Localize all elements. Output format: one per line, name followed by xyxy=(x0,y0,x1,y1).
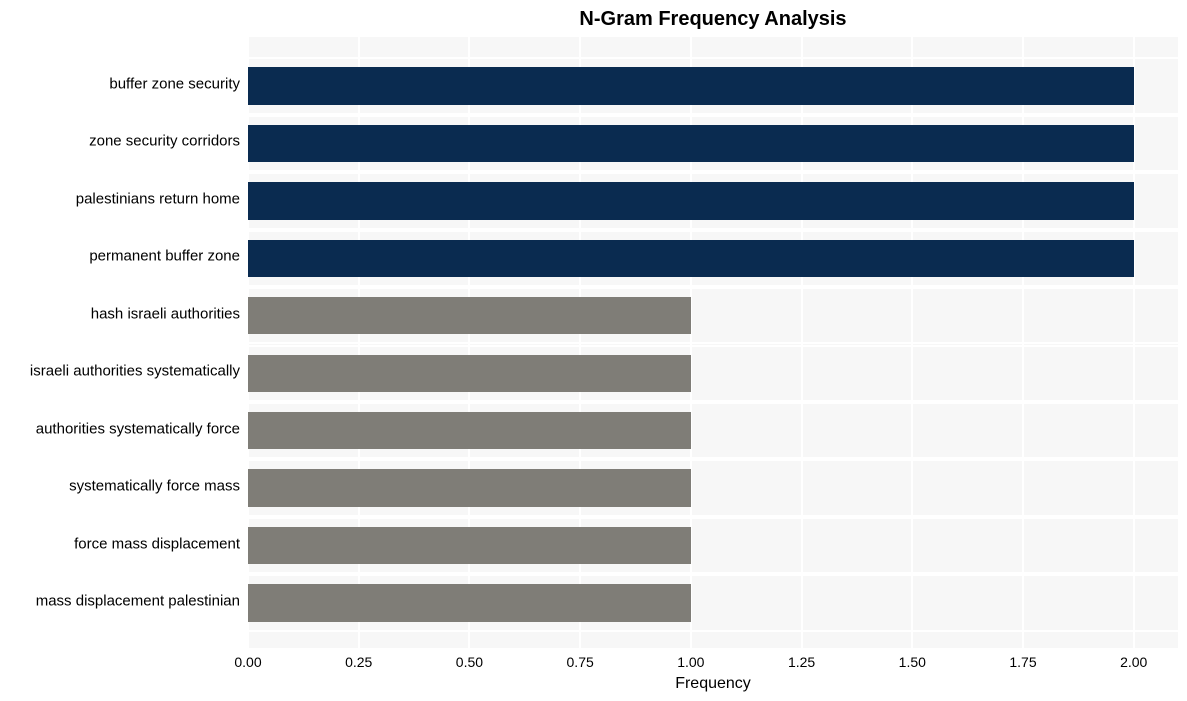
y-tick-label: permanent buffer zone xyxy=(0,249,240,264)
y-tick-label: palestinians return home xyxy=(0,191,240,206)
bar-row xyxy=(248,287,1178,344)
y-tick-label: force mass displacement xyxy=(0,536,240,551)
y-tick-label: mass displacement palestinian xyxy=(0,594,240,609)
x-tick-label: 2.00 xyxy=(1120,654,1147,670)
bar xyxy=(248,125,1134,162)
bar-row xyxy=(248,517,1178,574)
ngram-chart: N-Gram Frequency Analysis buffer zone se… xyxy=(0,0,1187,701)
y-tick-label: hash israeli authorities xyxy=(0,306,240,321)
bar xyxy=(248,67,1134,104)
bar xyxy=(248,182,1134,219)
bar-row xyxy=(248,115,1178,172)
plot-area xyxy=(248,35,1178,650)
bar xyxy=(248,469,691,506)
x-tick-label: 0.00 xyxy=(234,654,261,670)
x-tick-label: 1.25 xyxy=(788,654,815,670)
x-tick-label: 1.75 xyxy=(1009,654,1036,670)
y-tick-label: zone security corridors xyxy=(0,134,240,149)
bar xyxy=(248,527,691,564)
bar-row xyxy=(248,459,1178,516)
bar xyxy=(248,412,691,449)
chart-title: N-Gram Frequency Analysis xyxy=(248,8,1178,31)
x-tick-label: 0.50 xyxy=(456,654,483,670)
bar xyxy=(248,355,691,392)
y-tick-label: israeli authorities systematically xyxy=(0,364,240,379)
bar-row xyxy=(248,230,1178,287)
x-axis-label: Frequency xyxy=(248,675,1178,693)
y-tick-label: authorities systematically force xyxy=(0,421,240,436)
bar xyxy=(248,584,691,621)
y-tick-label: systematically force mass xyxy=(0,479,240,494)
bar-row xyxy=(248,345,1178,402)
x-tick-label: 1.50 xyxy=(899,654,926,670)
bar-row xyxy=(248,574,1178,631)
x-tick-label: 1.00 xyxy=(677,654,704,670)
bar-row xyxy=(248,172,1178,229)
y-tick-label: buffer zone security xyxy=(0,76,240,91)
x-tick-label: 0.25 xyxy=(345,654,372,670)
x-tick-label: 0.75 xyxy=(567,654,594,670)
bar xyxy=(248,297,691,334)
bar-row xyxy=(248,402,1178,459)
bar-row xyxy=(248,57,1178,114)
bar xyxy=(248,240,1134,277)
